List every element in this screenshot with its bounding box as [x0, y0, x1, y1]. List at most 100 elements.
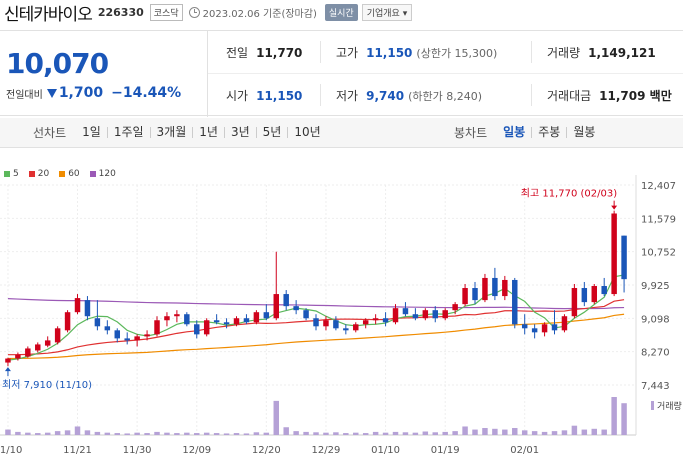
open-value: 11,150	[256, 88, 303, 103]
volume-bar	[283, 427, 289, 435]
volume-bar	[591, 428, 597, 435]
period-5y[interactable]: 5년	[255, 126, 288, 138]
realtime-button[interactable]: 실시간	[324, 3, 358, 21]
candle-body	[213, 320, 220, 323]
ma120-line	[7, 297, 625, 310]
lower-limit: (하한가 8,240)	[408, 89, 482, 103]
change-row: 전일대비 1,700 −14.44%	[6, 85, 181, 101]
volume-bar	[362, 433, 369, 435]
candle-body	[74, 298, 81, 313]
volume-bar	[94, 431, 101, 435]
volume-bar	[263, 432, 270, 435]
chart-toolbar: 선차트 1일 1주일 3개월 1년 3년 5년 10년 봉차트 일봉 주봉 월봉	[0, 118, 683, 148]
legend-swatch	[59, 171, 66, 177]
company-overview-dropdown[interactable]: 기업개요 ▾	[361, 3, 413, 21]
candle-body	[521, 324, 528, 329]
volume-bar	[114, 433, 120, 435]
volume-bar	[104, 432, 111, 435]
period-1w[interactable]: 1주일	[106, 126, 150, 138]
line-chart-label: 선차트	[33, 126, 67, 140]
volume-legend-swatch	[651, 401, 654, 410]
volume-bar	[432, 432, 438, 435]
candle-body	[194, 324, 200, 335]
ma60-line	[7, 313, 625, 360]
candle-daily[interactable]: 일봉	[503, 125, 526, 139]
y-tick-label: 11,579	[641, 214, 676, 225]
legend-label: 5	[13, 169, 19, 179]
period-3m[interactable]: 3개월	[149, 126, 193, 138]
prev-close-label: 전일	[226, 46, 249, 60]
period-10y[interactable]: 10년	[287, 126, 326, 138]
volume-bar	[213, 433, 220, 435]
volume-bar	[402, 432, 409, 435]
volume-bar	[392, 431, 399, 435]
candle-body	[492, 277, 498, 297]
change-rate: −14.44%	[111, 85, 182, 101]
candle-body	[54, 328, 61, 343]
candle-body	[541, 324, 548, 333]
divider	[320, 84, 321, 106]
volume-bar	[343, 433, 349, 435]
legend-ma120: 120	[89, 169, 116, 179]
volume-bar	[54, 431, 61, 435]
upper-limit: (상한가 15,300)	[416, 46, 498, 60]
legend-swatch	[89, 171, 96, 177]
stock-header: 신테카바이오 226330 코스닥 2023.02.06 기준(장마감) 실시간…	[0, 0, 683, 25]
candle-body	[84, 300, 91, 317]
candle-body	[442, 310, 448, 319]
info-row: 전일 11,770 고가 11,150 (상한가 15,300) 거래량 1,1…	[208, 31, 683, 74]
price-info-grid: 전일 11,770 고가 11,150 (상한가 15,300) 거래량 1,1…	[208, 31, 683, 117]
candle-body	[15, 354, 21, 359]
candle-body	[203, 320, 210, 335]
candle-body	[422, 310, 429, 319]
candle-body	[392, 308, 399, 323]
period-1y[interactable]: 1년	[192, 126, 224, 138]
volume-value: 1,149,121	[588, 45, 656, 60]
volume-label: 거래량	[547, 46, 581, 60]
chart-canvas[interactable]: 12,407 11,579 10,752 9,925 9,098 8,270 7,443 11…	[0, 165, 683, 457]
low-arrow-head	[4, 367, 11, 372]
candle-body	[353, 324, 359, 331]
volume-bar	[323, 432, 329, 435]
volume-bar	[531, 431, 538, 435]
volume-cell: 거래량 1,149,121	[547, 31, 656, 74]
period-3y[interactable]: 3년	[223, 126, 256, 138]
volume-bar	[194, 433, 200, 435]
volume-bar	[74, 426, 81, 435]
divider	[320, 41, 321, 63]
clock-icon	[188, 6, 200, 18]
volume-bar	[35, 433, 41, 435]
legend-ma5: 5	[4, 169, 19, 179]
high-arrow-head	[611, 205, 618, 210]
high-cell: 고가 11,150 (상한가 15,300)	[336, 31, 497, 74]
candlestick-chart: 5 20 60 120 12,407 11,579 10,752 9,925 9,098…	[0, 165, 683, 457]
volume-bar	[5, 429, 11, 435]
volume-bar	[442, 431, 448, 435]
volume-bar	[25, 432, 31, 435]
volume-bar	[422, 431, 429, 435]
candle-body	[462, 288, 468, 305]
y-tick-label: 9,098	[641, 314, 670, 325]
period-1d[interactable]: 1일	[82, 125, 101, 139]
legend-label: 20	[37, 169, 50, 179]
x-tick-label: 01/10	[371, 445, 400, 456]
volume-bar	[561, 430, 568, 435]
candle-body	[283, 294, 289, 307]
info-row: 시가 11,150 저가 9,740 (하한가 8,240) 거래대금 11,7…	[208, 74, 683, 117]
legend-swatch	[4, 171, 10, 177]
high-value: 11,150	[366, 45, 413, 60]
candle-weekly[interactable]: 주봉	[531, 126, 566, 138]
volume-bar	[164, 432, 170, 435]
current-price-box: 10,070 전일대비 1,700 −14.44%	[0, 31, 208, 117]
volume-bar	[64, 430, 71, 435]
candle-monthly[interactable]: 월봉	[566, 126, 601, 138]
candle-body	[432, 310, 438, 319]
x-tick-label: 11/21	[63, 445, 92, 456]
candle-body	[382, 318, 389, 323]
candle-body	[94, 318, 101, 327]
candle-body	[223, 322, 230, 325]
candle-body	[104, 326, 111, 331]
volume-label: 거래량	[657, 400, 682, 412]
legend-label: 60	[68, 169, 80, 179]
candle-body	[472, 288, 478, 301]
